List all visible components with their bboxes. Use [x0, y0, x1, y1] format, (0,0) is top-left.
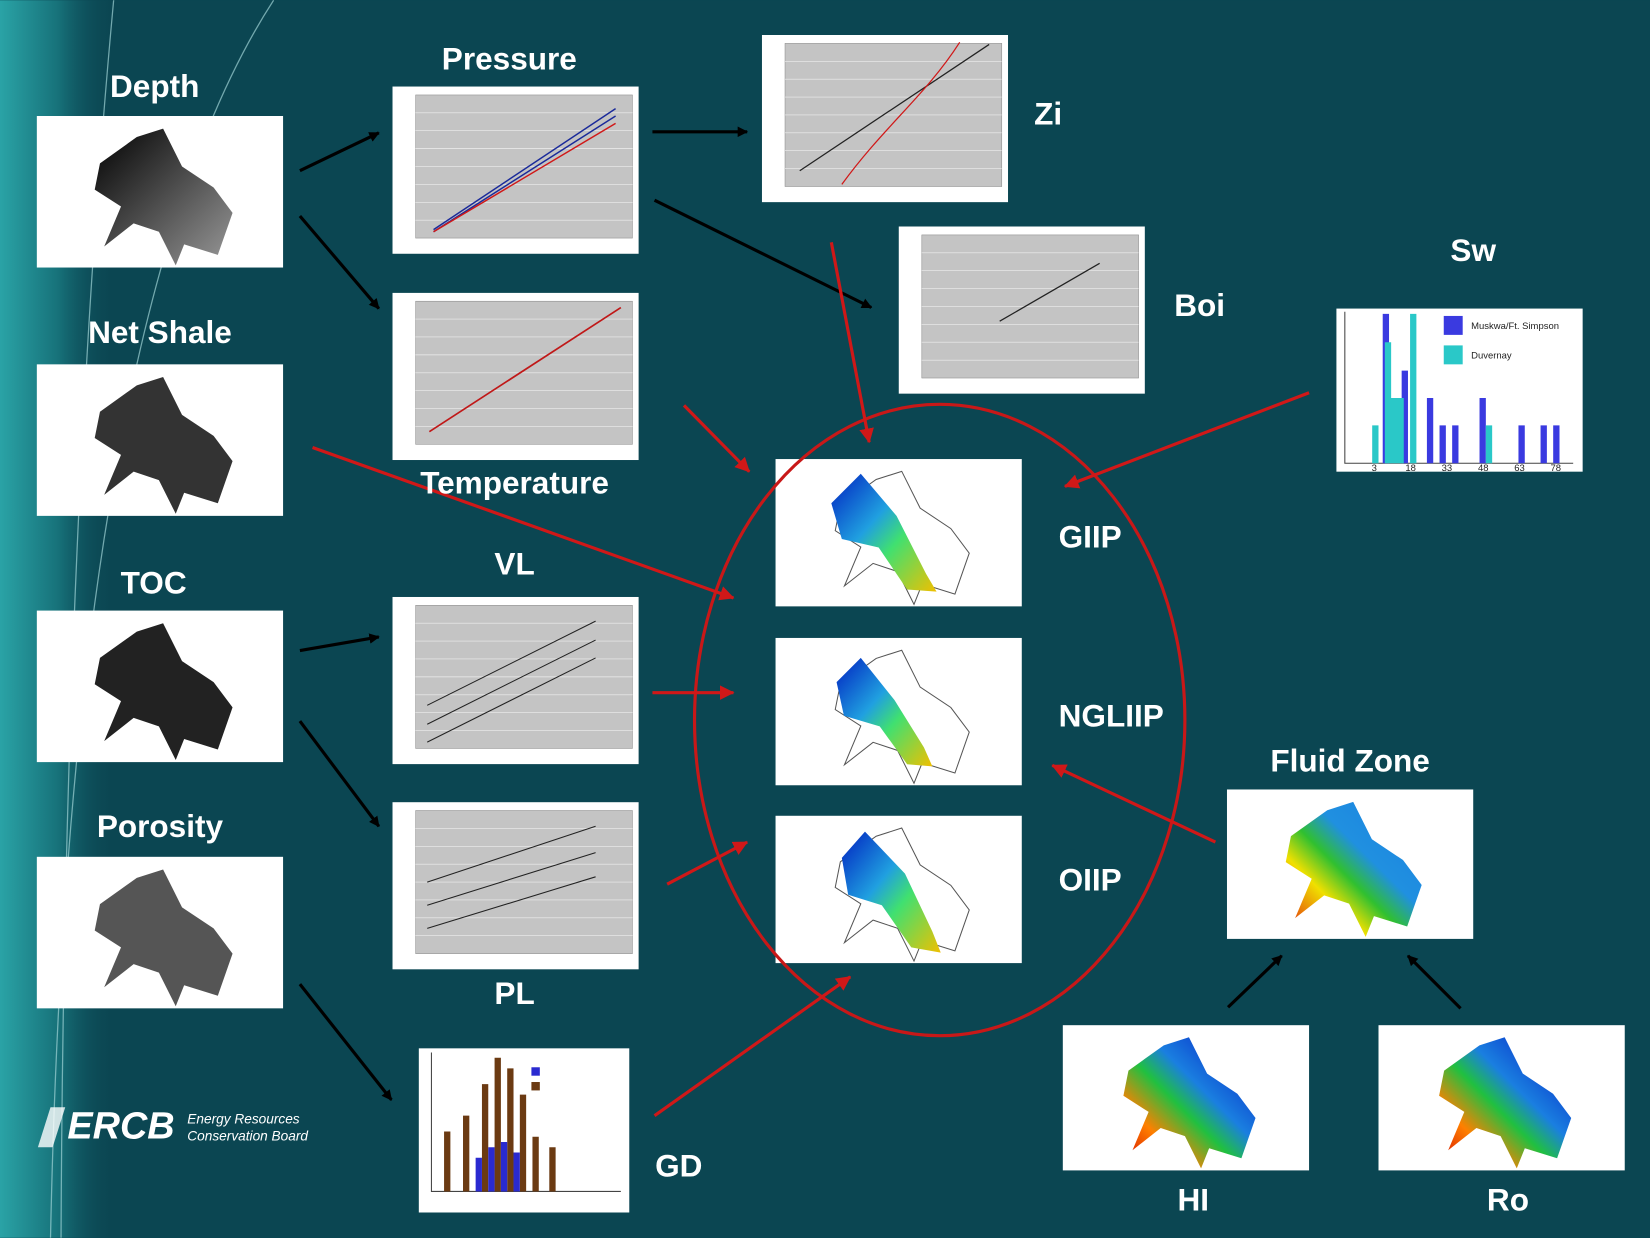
pl-thumb: [392, 802, 639, 970]
logo: ERCB Energy Resources Conservation Board: [37, 1105, 308, 1147]
node-label: HI: [1178, 1181, 1210, 1217]
hi-thumb: [1062, 1025, 1310, 1171]
sw-thumb: Muskwa/Ft. Simpson Duvernay 3 18 33 48 63 78: [1336, 308, 1583, 474]
node-label: GD: [655, 1148, 702, 1184]
ro-thumb: [1378, 1025, 1625, 1171]
sw-tick-label: 78: [1551, 463, 1562, 474]
sw-tick-label: 3: [1372, 463, 1377, 474]
node-label: Boi: [1174, 287, 1225, 323]
node-label: OIIP: [1059, 861, 1122, 897]
node-label: NGLIIP: [1059, 697, 1164, 733]
oiip-thumb: [775, 815, 1022, 964]
node-label: Temperature: [420, 465, 609, 501]
sw-tick-label: 63: [1514, 463, 1525, 474]
node-label: VL: [494, 546, 534, 582]
sw-tick-label: 33: [1442, 463, 1453, 474]
black-arrows: [298, 126, 1462, 1101]
logo-text: Conservation Board: [187, 1128, 308, 1143]
porosity-thumb: [36, 856, 284, 1009]
node-label: Fluid Zone: [1270, 743, 1429, 779]
node-label: PL: [494, 975, 534, 1011]
gd-thumb: [418, 1048, 630, 1213]
vl-thumb: [392, 596, 639, 765]
node-label: Sw: [1450, 232, 1496, 268]
zi-thumb: [761, 34, 1009, 203]
toc-thumb: [36, 610, 284, 763]
logo-text: Energy Resources: [187, 1112, 300, 1127]
node-label: Ro: [1487, 1181, 1529, 1217]
node-label: Porosity: [97, 808, 224, 844]
sw-tick-label: 18: [1405, 463, 1416, 474]
giip-thumb: [775, 459, 1022, 607]
sw-legend: Duvernay: [1471, 350, 1512, 361]
node-label: GIIP: [1059, 518, 1122, 554]
temperature-thumb: [392, 292, 639, 461]
node-label: Pressure: [442, 41, 577, 77]
net-shale-thumb: [36, 364, 284, 516]
sw-legend: Muskwa/Ft. Simpson: [1471, 321, 1559, 332]
result-ellipse: [692, 402, 1187, 1038]
sw-tick-label: 48: [1478, 463, 1489, 474]
ngliip-thumb: [775, 637, 1022, 786]
node-label: TOC: [121, 565, 187, 601]
node-label: Depth: [110, 68, 199, 104]
depth-thumb: [36, 116, 284, 268]
boi-thumb: [898, 226, 1145, 394]
pressure-thumb: [392, 86, 639, 254]
node-label: Zi: [1034, 95, 1062, 131]
red-arrows: [312, 241, 1310, 1117]
fluid-zone-thumb: [1226, 789, 1474, 939]
logo-mark: ERCB: [67, 1105, 174, 1147]
node-label: Net Shale: [88, 314, 232, 350]
